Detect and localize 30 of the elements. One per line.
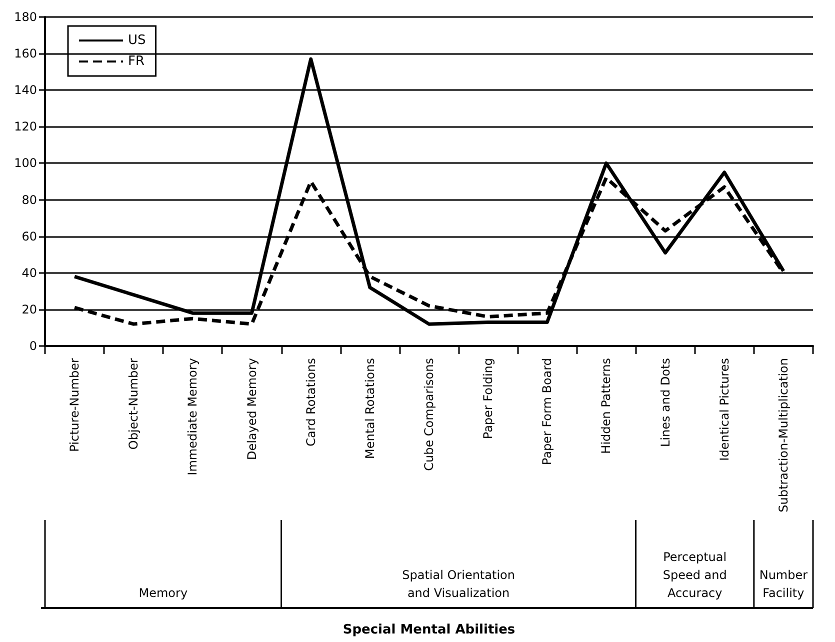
y-tick-label: 20 (22, 302, 37, 316)
legend-label: FR (128, 54, 145, 69)
y-tick-label: 60 (22, 229, 37, 244)
text: Spatial Orientation and Visualization (402, 568, 515, 600)
y-tick-label: 180 (14, 10, 37, 24)
x-tick-label: Subtraction-Multiplication (776, 358, 790, 512)
x-tick-label: Object-Number (126, 358, 141, 450)
text: Number Facility (759, 568, 808, 600)
x-tick-label: Card Rotations (304, 358, 318, 446)
x-tick-label: Hidden Patterns (599, 358, 614, 454)
x-tick-label: Mental Rotations (362, 358, 377, 459)
x-tick-label: Picture-Number (68, 358, 82, 452)
y-tick-label: 120 (14, 120, 37, 134)
text: Special Mental Abilities (342, 622, 516, 638)
x-tick-label: Paper Form Board (540, 358, 554, 466)
x-tick-label: Cube Comparisons (422, 358, 436, 471)
legend-label: US (128, 33, 146, 48)
x-tick-label: Paper Folding (481, 358, 496, 440)
y-tick-label: 80 (22, 192, 37, 207)
x-tick-label: Immediate Memory (186, 358, 200, 476)
y-tick-label: 140 (14, 83, 37, 98)
x-tick-label: Delayed Memory (244, 358, 259, 460)
text: Memory (138, 586, 188, 600)
y-tick-label: 100 (14, 156, 37, 170)
x-tick-label: Lines and Dots (658, 358, 672, 448)
x-tick-label: Identical Pictures (717, 358, 732, 461)
y-tick-label: 40 (22, 266, 37, 280)
text: Perceptual Speed and Accuracy (662, 550, 727, 600)
y-tick-label: 0 (29, 339, 37, 353)
y-tick-label: 160 (14, 46, 37, 61)
